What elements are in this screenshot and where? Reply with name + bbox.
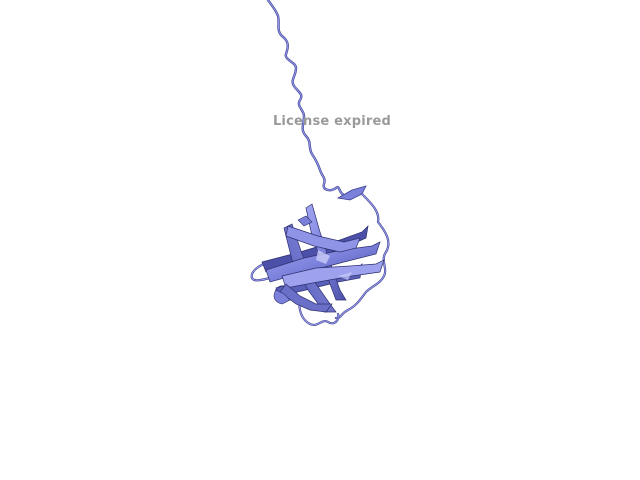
beta-barrel-domain [262, 204, 384, 312]
coil-tail [268, 0, 358, 196]
